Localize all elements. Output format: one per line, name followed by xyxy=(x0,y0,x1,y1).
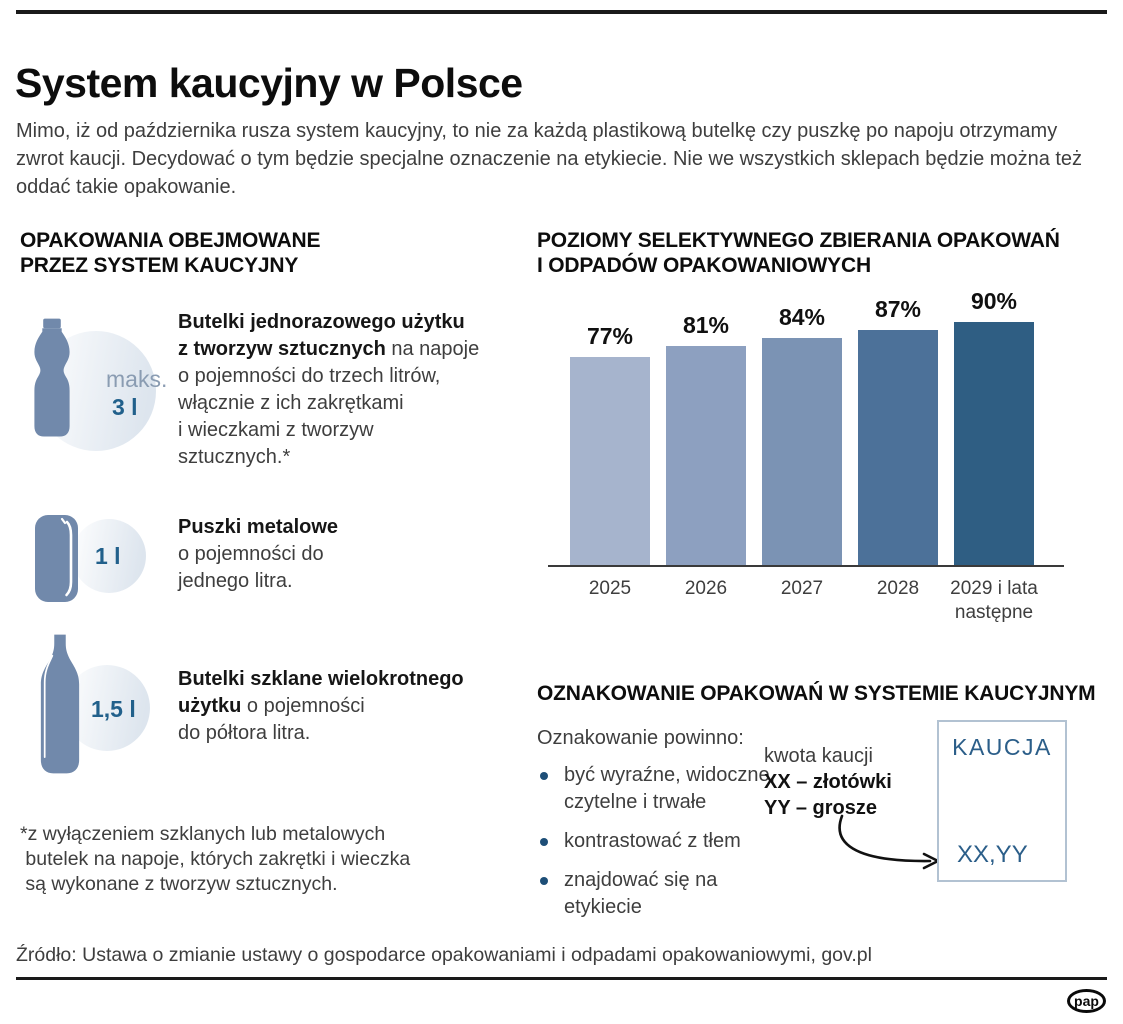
capacity-value: 1,5 l xyxy=(91,696,136,722)
plastic-bottle-icon xyxy=(34,318,70,437)
list-item: być wyraźne, widoczne, czytelne i trwałe xyxy=(537,762,777,816)
bar-value-label: 77% xyxy=(586,323,634,350)
x-tick-label: 2026 xyxy=(684,578,728,599)
chart-heading: POZIOMY SELEKTYWNEGO ZBIERANIA OPAKOWAŃ … xyxy=(537,229,1060,278)
capacity-value: 3 l xyxy=(112,394,138,420)
list-item: kontrastować z tłem xyxy=(537,828,777,855)
item-title: Butelki szklane wielokrotnego użytku xyxy=(178,668,464,717)
bar-value-label: 90% xyxy=(970,288,1018,314)
top-divider xyxy=(16,10,1107,14)
item-description: Butelki szklane wielokrotnego użytku o p… xyxy=(178,666,483,747)
bar-2027 xyxy=(762,338,842,565)
chart-plot-area: 77% 81% 84% 87% 90% xyxy=(548,287,1064,567)
left-section-heading: OPAKOWANIA OBEJMOWANE PRZEZ SYSTEM KAUCY… xyxy=(20,229,321,278)
glass-bottle-icon xyxy=(40,634,80,774)
bar-chart: 77% 81% 84% 87% 90% 2025 2026 2027 2028 2029 i l… xyxy=(548,287,1064,632)
source-line: Źródło: Ustawa o zmianie ustawy o gospod… xyxy=(16,944,872,966)
deposit-note-intro: kwota kaucji xyxy=(764,745,873,767)
halo-circle xyxy=(72,519,146,593)
label-box-title: KAUCJA xyxy=(952,734,1052,760)
bar-2029 i lata następne xyxy=(954,322,1034,565)
marking-section-heading: OZNAKOWANIE OPAKOWAŃ W SYSTEMIE KAUCYJNY… xyxy=(537,682,1096,706)
item-detail: o pojemności do półtora litra. xyxy=(178,695,365,744)
pap-logo: pap xyxy=(1067,989,1106,1013)
footnote: *z wyłączeniem szklanych lub metalowych … xyxy=(20,823,411,895)
x-tick-label: 2029 i lata następne xyxy=(950,578,1038,623)
item-description: Puszki metalowe o pojemności do jednego … xyxy=(178,514,483,595)
intro-paragraph: Mimo, iż od października rusza system ka… xyxy=(16,120,1083,198)
bar-2026 xyxy=(666,346,746,565)
chart-x-axis-labels: 2025 2026 2027 2028 2029 i lata następne xyxy=(548,577,1064,632)
item-title: Butelki jednorazowego użytku z tworzyw s… xyxy=(178,311,465,360)
x-tick-label: 2027 xyxy=(780,578,824,599)
bottom-divider xyxy=(16,977,1107,980)
bar-value-label: 81% xyxy=(682,312,730,339)
item-detail: na napoje o pojemności do trzech litrów,… xyxy=(178,338,480,468)
bar-2028 xyxy=(858,330,938,565)
marking-requirements-list: być wyraźne, widoczne, czytelne i trwałe… xyxy=(537,762,777,933)
deposit-note-legend: XX – złotówki YY – grosze xyxy=(764,771,892,819)
bar-2025 xyxy=(570,357,650,565)
bar-value-label: 87% xyxy=(874,296,922,323)
bar-value-label: 84% xyxy=(778,304,826,331)
list-item: znajdować się na etykiecie xyxy=(537,867,777,921)
pap-logo-text: pap xyxy=(1074,993,1099,1009)
page-title: System kaucyjny w Polsce xyxy=(15,60,523,107)
item-description: Butelki jednorazowego użytku z tworzyw s… xyxy=(178,309,483,471)
label-box-value: XX,YY xyxy=(957,841,1028,868)
item-title: Puszki metalowe xyxy=(178,516,339,538)
x-tick-label: 2025 xyxy=(588,578,632,599)
metal-can-icon xyxy=(35,515,78,602)
item-detail: o pojemności do jednego litra. xyxy=(178,543,324,592)
capacity-value: 1 l xyxy=(95,543,121,569)
deposit-amount-note: kwota kaucji XX – złotówki YY – grosze xyxy=(764,743,892,821)
deposit-label-box: KAUCJA XX,YY xyxy=(937,720,1067,882)
marking-list-intro: Oznakowanie powinno: xyxy=(537,727,744,749)
x-tick-label: 2028 xyxy=(876,578,920,599)
capacity-prefix: maks. xyxy=(106,366,168,392)
